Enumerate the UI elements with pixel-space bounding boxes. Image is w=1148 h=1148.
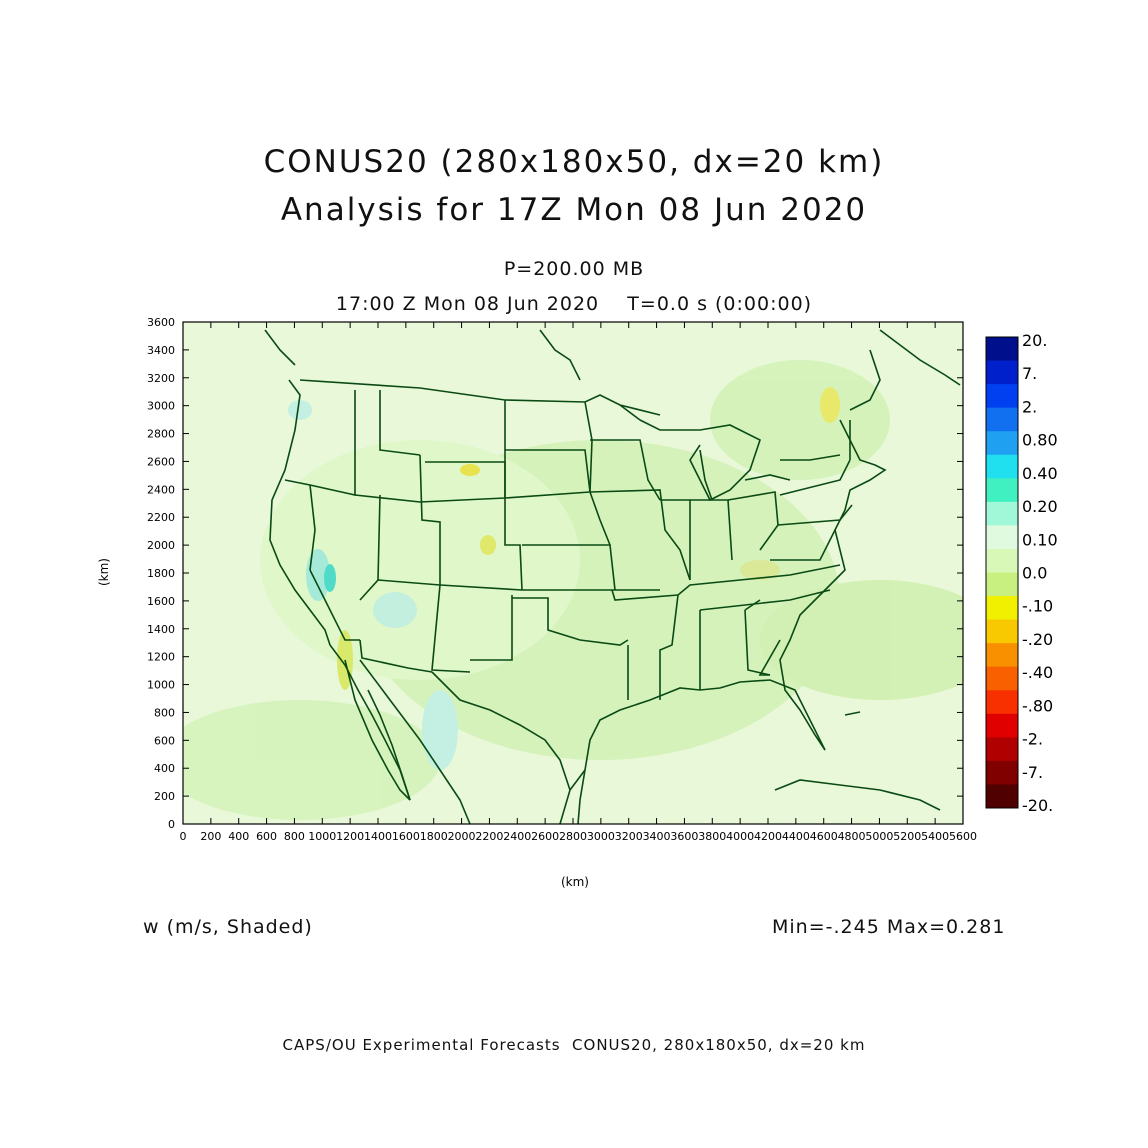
y-tick-label: 2200: [147, 511, 175, 524]
colorbar-label: 7.: [1022, 364, 1037, 383]
colorbar-label: 0.80: [1022, 431, 1058, 450]
x-tick-label: 4400: [782, 830, 810, 843]
colorbar-swatch: [986, 478, 1018, 503]
x-tick-label: 2400: [503, 830, 531, 843]
x-tick-label: 800: [284, 830, 305, 843]
colorbar-label: -20.: [1022, 796, 1053, 815]
x-tick-label: 1800: [420, 830, 448, 843]
colorbar-swatch: [986, 360, 1018, 385]
colorbar-swatch: [986, 760, 1018, 785]
x-tick-label: 5200: [893, 830, 921, 843]
x-tick-label: 3600: [670, 830, 698, 843]
x-tick-label: 1400: [364, 830, 392, 843]
pressure-level: P=200.00 MB: [503, 258, 645, 280]
colorbar-label: 20.: [1022, 331, 1047, 350]
y-tick-label: 1800: [147, 567, 175, 580]
y-tick-label: 2000: [147, 539, 175, 552]
x-tick-label: 4600: [810, 830, 838, 843]
y-tick-label: 1000: [147, 679, 175, 692]
colorbar-swatch: [986, 337, 1018, 362]
title-line-1: CONUS20 (280x180x50, dx=20 km): [263, 144, 885, 180]
colorbar: 20. 7. 2. 0.80 0.40 0.20 0.10 0.0 -.10 -.20 -.40 -.…: [985, 331, 1058, 815]
colorbar-swatch: [986, 619, 1018, 644]
x-tick-label: 600: [256, 830, 277, 843]
x-tick-label: 5000: [865, 830, 893, 843]
colorbar-swatch: [986, 596, 1018, 621]
y-tick-label: 1600: [147, 595, 175, 608]
y-tick-label: 2600: [147, 455, 175, 468]
y-tick-label: 1200: [147, 651, 175, 664]
y-tick-label: 0: [168, 818, 175, 831]
colorbar-label: -.20: [1022, 630, 1053, 649]
colorbar-label: 0.40: [1022, 464, 1058, 483]
y-tick-label: 400: [154, 762, 175, 775]
colorbar-label: -7.: [1022, 763, 1043, 782]
y-tick-label: 3400: [147, 344, 175, 357]
colorbar-swatch: [986, 572, 1018, 597]
colorbar-label: -.80: [1022, 696, 1053, 715]
x-tick-label: 3400: [643, 830, 671, 843]
x-tick-label: 0: [180, 830, 187, 843]
x-tick-label: 400: [228, 830, 249, 843]
x-tick-label: 4800: [838, 830, 866, 843]
colorbar-label: -.10: [1022, 597, 1053, 616]
field-label: w (m/s, Shaded): [143, 916, 313, 938]
x-tick-label: 1600: [392, 830, 420, 843]
colorbar-swatch: [986, 737, 1018, 762]
x-tick-label: 2000: [448, 830, 476, 843]
colorbar-swatch: [986, 643, 1018, 668]
x-tick-label: 1000: [308, 830, 336, 843]
y-tick-label: 600: [154, 734, 175, 747]
x-tick-label: 200: [200, 830, 221, 843]
x-axis-label: (km): [561, 875, 589, 889]
y-tick-label: 3200: [147, 372, 175, 385]
min-max-label: Min=-.245 Max=0.281: [772, 916, 1006, 938]
colorbar-label: -2.: [1022, 730, 1043, 749]
colorbar-label: 0.10: [1022, 530, 1058, 549]
x-tick-label: 3000: [587, 830, 615, 843]
colorbar-swatch: [986, 384, 1018, 409]
colorbar-swatch: [986, 784, 1018, 809]
colorbar-swatch: [986, 454, 1018, 479]
colorbar-frame: [985, 336, 1019, 809]
colorbar-label: 0.0: [1022, 564, 1047, 583]
colorbar-swatch: [986, 713, 1018, 738]
valid-time: 17:00 Z Mon 08 Jun 2020 T=0.0 s (0:00:00…: [335, 293, 813, 315]
footer-credit: CAPS/OU Experimental Forecasts CONUS20, …: [282, 1036, 866, 1054]
colorbar-swatch: [986, 666, 1018, 691]
y-tick-label: 3600: [147, 316, 175, 329]
x-tick-label: 4000: [726, 830, 754, 843]
x-tick-label: 3800: [698, 830, 726, 843]
y-axis-label: (km): [97, 558, 111, 586]
boundaries: [264, 329, 961, 824]
shaded-field: [183, 360, 963, 820]
title-line-2: Analysis for 17Z Mon 08 Jun 2020: [280, 192, 868, 228]
y-tick-label: 200: [154, 790, 175, 803]
colorbar-swatch: [986, 407, 1018, 432]
y-tick-label: 1400: [147, 623, 175, 636]
colorbar-label: 0.20: [1022, 497, 1058, 516]
x-axis-ticks: 0 200 400 600 800 1000 1200 1400 1600 1800 2000 220…: [180, 322, 977, 843]
colorbar-swatch: [986, 431, 1018, 456]
colorbar-swatch: [986, 548, 1018, 573]
y-tick-label: 2800: [147, 428, 175, 441]
y-axis-ticks: 0 200 400 600 800 1000 1200 1400 1600 1800 2000 220…: [147, 316, 963, 831]
x-tick-label: 2600: [531, 830, 559, 843]
x-tick-label: 5600: [949, 830, 977, 843]
colorbar-swatch: [986, 525, 1018, 550]
colorbar-swatch: [986, 690, 1018, 715]
colorbar-label: 2.: [1022, 397, 1037, 416]
x-tick-label: 1200: [336, 830, 364, 843]
y-tick-label: 2400: [147, 483, 175, 496]
x-tick-label: 2200: [475, 830, 503, 843]
x-tick-label: 2800: [559, 830, 587, 843]
x-tick-label: 4200: [754, 830, 782, 843]
colorbar-label: -.40: [1022, 663, 1053, 682]
y-tick-label: 3000: [147, 400, 175, 413]
y-tick-label: 800: [154, 706, 175, 719]
x-tick-label: 5400: [921, 830, 949, 843]
colorbar-swatch: [986, 501, 1018, 526]
x-tick-label: 3200: [615, 830, 643, 843]
